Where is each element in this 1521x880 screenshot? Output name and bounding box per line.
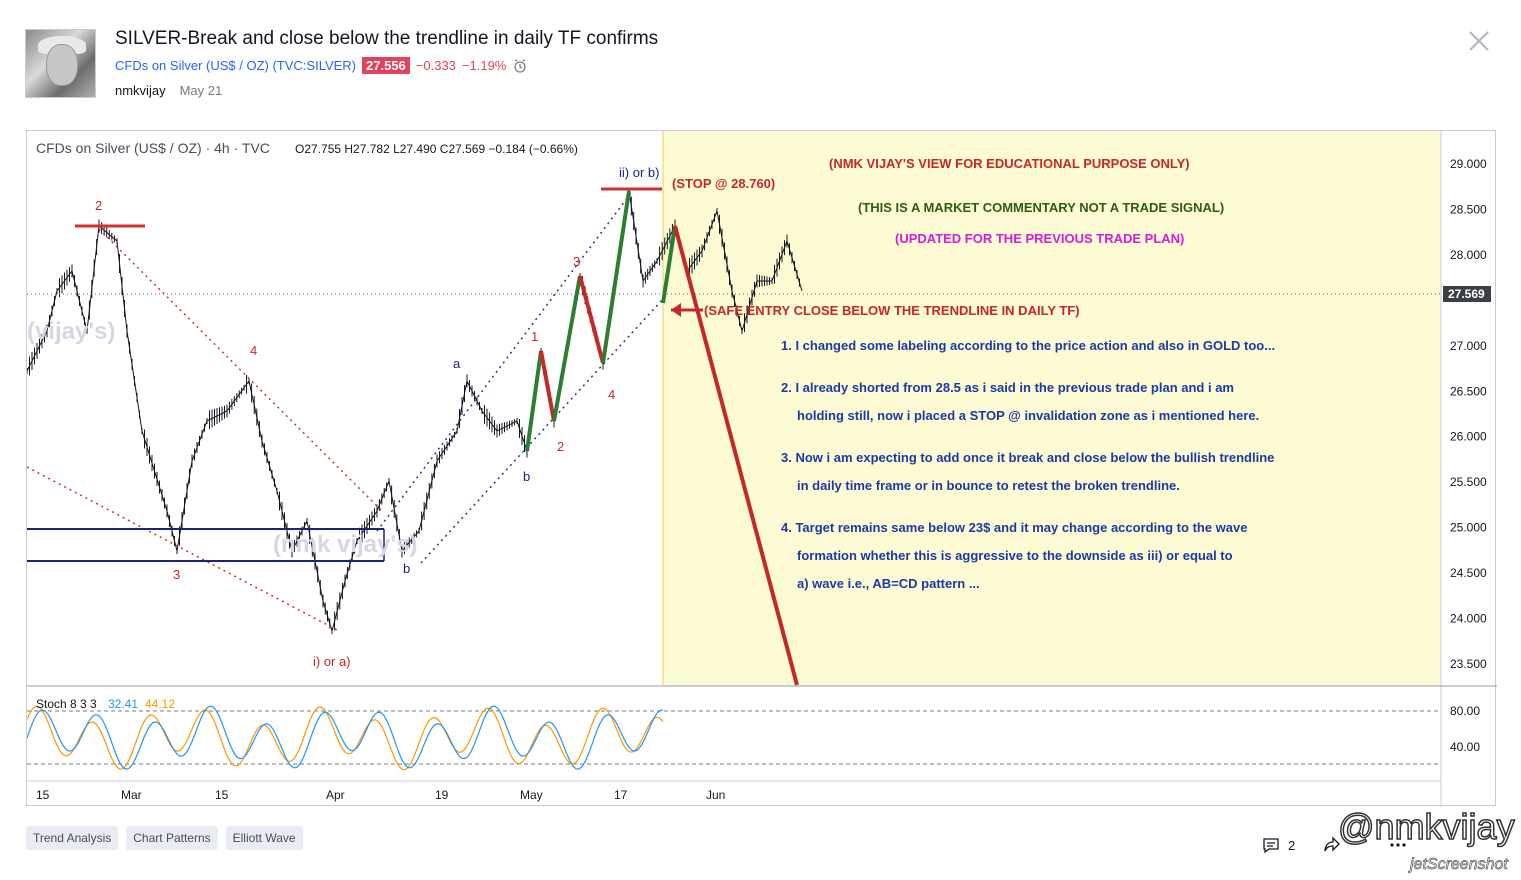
byline: nmkvijay May 21 [115, 83, 222, 98]
tag-list: Trend Analysis Chart Patterns Elliott Wa… [26, 826, 303, 850]
time-tick: Jun [706, 788, 725, 802]
wave-label-b: b [403, 561, 410, 576]
price-tick: 24.000 [1450, 612, 1487, 626]
price-axis[interactable]: 29.000 28.500 28.000 27.000 26.500 26.000 25.5… [1450, 157, 1487, 671]
updated-note: (UPDATED FOR THE PREVIOUS TRADE PLAN) [895, 231, 1184, 246]
commentary-disclaimer: (THIS IS A MARKET COMMENTARY NOT A TRADE… [858, 200, 1224, 215]
chart-ohlc: O27.755 H27.782 L27.490 C27.569 −0.184 (… [295, 142, 578, 156]
price-candles [27, 188, 803, 634]
stoch-k-value: 32.41 [108, 697, 138, 711]
tag-chart-patterns[interactable]: Chart Patterns [126, 826, 218, 850]
red-dotted-channel [27, 228, 383, 632]
subwave-label-3: 3 [573, 254, 580, 269]
time-tick: 19 [435, 788, 449, 802]
price-tick: 27.000 [1450, 339, 1487, 353]
price-tick: 26.500 [1450, 384, 1487, 398]
note-2b: holding still, now i placed a STOP @ inv… [797, 408, 1259, 423]
stoch-d-line [27, 705, 664, 771]
chart-canvas[interactable]: 2 4 3 i) or a) ii) or b) a b b 1 2 3 4 (… [27, 131, 1497, 807]
last-price-tag: 27.569 [1443, 286, 1491, 302]
chart-watermark-1: (vijay's) [27, 318, 115, 345]
symbol-line: CFDs on Silver (US$ / OZ) (TVC:SILVER) 2… [115, 57, 528, 74]
chart-watermark-2: (nmk vijay's) [273, 531, 417, 558]
time-axis[interactable]: 15 Mar 15 Apr 19 May 17 Jun [36, 788, 725, 802]
view-disclaimer: (NMK VIJAY'S VIEW FOR EDUCATIONAL PURPOS… [829, 156, 1190, 171]
blue-dotted-channel [376, 192, 664, 564]
price-change-pct: −1.19% [461, 58, 507, 73]
wave-label-b2: b [523, 469, 530, 484]
close-icon[interactable] [1466, 28, 1492, 54]
chart-container[interactable]: 2 4 3 i) or a) ii) or b) a b b 1 2 3 4 (… [26, 130, 1497, 807]
stoch-lines [27, 705, 664, 771]
price-tick: 29.000 [1450, 157, 1487, 171]
note-3a: 3. Now i am expecting to add once it bre… [781, 450, 1274, 465]
tag-trend-analysis[interactable]: Trend Analysis [26, 826, 119, 850]
support-zone-box [27, 528, 385, 562]
publish-date: May 21 [179, 83, 223, 98]
wave-label-a: a [453, 356, 461, 371]
entry-arrow-icon [671, 303, 703, 317]
jetscreenshot-watermark: jetScreenshot [1410, 856, 1509, 874]
price-tick: 23.500 [1450, 657, 1487, 671]
time-tick: 15 [215, 788, 229, 802]
time-tick: Mar [121, 788, 142, 802]
subwave-label-4: 4 [608, 387, 615, 402]
author-avatar[interactable] [25, 29, 96, 98]
author-name[interactable]: nmkvijay [115, 83, 166, 98]
safe-entry-label: (SAFE ENTRY CLOSE BELOW THE TRENDLINE IN… [704, 303, 1080, 318]
price-tick: 28.000 [1450, 248, 1487, 262]
impulse-legs [525, 190, 799, 686]
subwave-label-2: 2 [557, 439, 564, 454]
price-badge: 27.556 [362, 57, 410, 74]
wave-label-4: 4 [250, 343, 257, 358]
stoch-d-value: 44.12 [145, 697, 175, 711]
stoch-axis-40: 40.00 [1450, 740, 1480, 754]
time-tick: 17 [614, 788, 628, 802]
stoch-axis-80: 80.00 [1450, 704, 1480, 718]
more-icon[interactable] [1388, 835, 1408, 855]
idea-title: SILVER-Break and close below the trendli… [115, 28, 659, 49]
subwave-label-1: 1 [531, 329, 538, 344]
chart-symbol-header: CFDs on Silver (US$ / OZ) · 4h · TVC [36, 140, 270, 156]
tag-elliott-wave[interactable]: Elliott Wave [225, 826, 303, 850]
author-watermark: @nmkvijay [1337, 805, 1515, 848]
note-3b: in daily time frame or in bounce to rete… [797, 478, 1180, 493]
symbol-link[interactable]: CFDs on Silver (US$ / OZ) (TVC:SILVER) [115, 58, 357, 73]
comments-count: 2 [1288, 837, 1296, 853]
price-tick: 25.500 [1450, 475, 1487, 489]
time-tick: May [520, 788, 543, 802]
wave-label-ii: ii) or b) [619, 165, 659, 180]
note-4b: formation whether this is aggressive to … [797, 548, 1233, 563]
highlight-zone [663, 131, 1441, 685]
time-tick: Apr [326, 788, 345, 802]
comments-button[interactable]: 2 [1262, 836, 1295, 854]
stoch-k-line [27, 705, 664, 770]
price-tick: 26.000 [1450, 430, 1487, 444]
note-4c: a) wave i.e., AB=CD pattern ... [797, 576, 980, 591]
stoch-label: Stoch 8 3 3 [36, 697, 97, 711]
share-icon[interactable] [1322, 835, 1342, 855]
time-tick: 15 [36, 788, 50, 802]
note-2a: 2. I already shorted from 28.5 as i said… [781, 380, 1234, 395]
note-4a: 4. Target remains same below 23$ and it … [781, 520, 1247, 535]
wave-label-3: 3 [173, 567, 180, 582]
price-change: −0.333 [415, 58, 456, 73]
price-tick: 25.000 [1450, 521, 1487, 535]
stop-label: (STOP @ 28.760) [672, 176, 775, 191]
price-tick: 24.500 [1450, 566, 1487, 580]
note-1: 1. I changed some labeling according to … [781, 338, 1275, 353]
last-price-value: 27.569 [1448, 287, 1485, 301]
price-tick: 28.500 [1450, 202, 1487, 216]
alarm-clock-icon[interactable] [512, 58, 528, 74]
comment-icon [1263, 838, 1279, 854]
wave-label-i: i) or a) [313, 654, 351, 669]
wave-label-2: 2 [95, 198, 102, 213]
